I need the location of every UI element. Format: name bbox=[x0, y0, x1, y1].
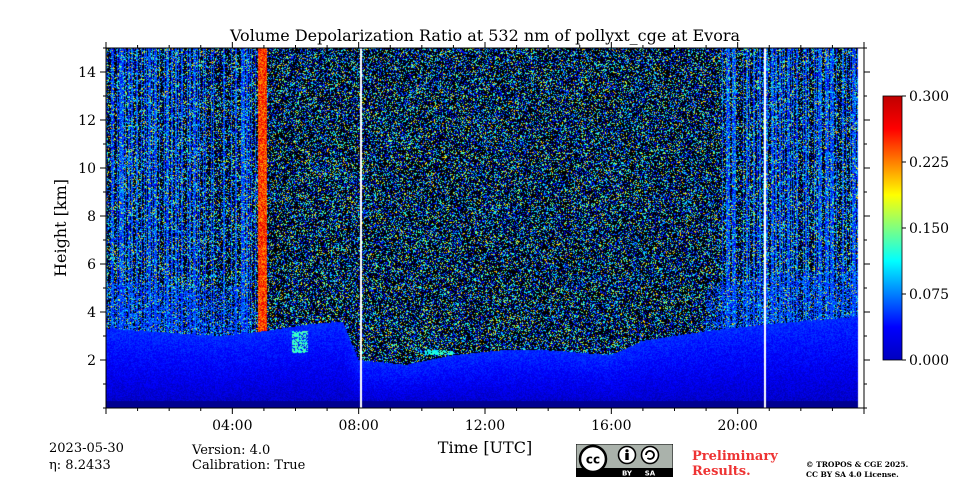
colorbar: 0.000 0.075 0.150 0.225 0.300 bbox=[883, 89, 949, 369]
svg-text:cc: cc bbox=[586, 453, 600, 467]
y-tick-label: 6 bbox=[87, 257, 96, 273]
plot-area bbox=[106, 48, 864, 408]
colorbar-tick-label: 0.225 bbox=[909, 155, 949, 171]
svg-text:SA: SA bbox=[645, 470, 656, 478]
x-tick-label: 12:00 bbox=[465, 418, 505, 434]
y-tick-label: 12 bbox=[78, 113, 96, 129]
y-tick-label: 14 bbox=[78, 65, 96, 81]
figure: Volume Depolarization Ratio at 532 nm of… bbox=[0, 0, 960, 480]
heatmap-raster bbox=[106, 48, 864, 408]
version-label: Version: 4.0 bbox=[192, 443, 270, 458]
colorbar-tick-label: 0.300 bbox=[909, 89, 949, 105]
sa-share-alike-icon bbox=[642, 447, 659, 464]
colorbar-gradient bbox=[883, 96, 902, 360]
svg-text:BY: BY bbox=[622, 470, 633, 478]
x-axis-label: Time [UTC] bbox=[438, 438, 532, 457]
colorbar-tick-label: 0.000 bbox=[909, 353, 949, 369]
preliminary-line-1: Preliminary bbox=[692, 449, 778, 464]
preliminary-results-note: Preliminary Results. bbox=[692, 449, 778, 479]
copyright-line-1: © TROPOS & CGE 2025. bbox=[806, 460, 908, 470]
x-tick-label: 04:00 bbox=[212, 418, 252, 434]
y-axis-label: Height [km] bbox=[51, 179, 70, 277]
eta-label: η: 8.2433 bbox=[49, 458, 111, 473]
colorbar-tick-label: 0.075 bbox=[909, 287, 949, 303]
colorbar-tick-label: 0.150 bbox=[909, 221, 949, 237]
preliminary-line-2: Results. bbox=[692, 464, 778, 479]
y-tick-label: 4 bbox=[87, 305, 96, 321]
calibration-label: Calibration: True bbox=[192, 458, 305, 473]
x-tick-label: 16:00 bbox=[591, 418, 631, 434]
y-tick-label: 8 bbox=[87, 209, 96, 225]
x-tick-label: 20:00 bbox=[717, 418, 757, 434]
y-tick-label: 2 bbox=[87, 353, 96, 369]
copyright-line-2: CC BY SA 4.0 License. bbox=[806, 470, 908, 480]
cc-by-sa-license-badge: cc BY SA bbox=[576, 444, 673, 477]
x-tick-label: 08:00 bbox=[338, 418, 378, 434]
y-tick-label: 10 bbox=[78, 161, 96, 177]
date-label: 2023-05-30 bbox=[49, 441, 124, 456]
copyright-note: © TROPOS & CGE 2025. CC BY SA 4.0 Licens… bbox=[806, 460, 908, 480]
